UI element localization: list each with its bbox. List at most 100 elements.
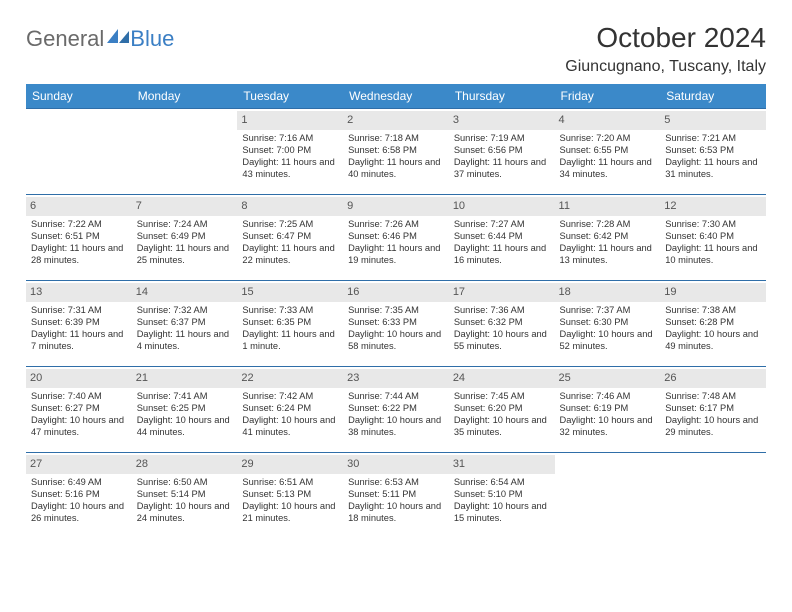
day-number: 31 bbox=[449, 455, 555, 474]
daylight-text: Daylight: 11 hours and 25 minutes. bbox=[137, 242, 233, 267]
day-details: Sunrise: 7:45 AMSunset: 6:20 PMDaylight:… bbox=[453, 390, 551, 439]
sunset-text: Sunset: 5:14 PM bbox=[137, 488, 233, 500]
daylight-text: Daylight: 10 hours and 24 minutes. bbox=[137, 500, 233, 525]
day-cell: 7Sunrise: 7:24 AMSunset: 6:49 PMDaylight… bbox=[132, 195, 238, 281]
sunset-text: Sunset: 6:56 PM bbox=[454, 144, 550, 156]
week-row: 6Sunrise: 7:22 AMSunset: 6:51 PMDaylight… bbox=[26, 195, 766, 281]
weekday-header: Thursday bbox=[449, 84, 555, 109]
day-number: 8 bbox=[237, 197, 343, 216]
daylight-text: Daylight: 11 hours and 1 minute. bbox=[242, 328, 338, 353]
day-cell: 30 Sunrise: 6:53 AMSunset: 5:11 PMDayligh… bbox=[343, 453, 449, 539]
day-number: 11 bbox=[555, 197, 661, 216]
day-cell: 5Sunrise: 7:21 AMSunset: 6:53 PMDaylight… bbox=[660, 109, 766, 195]
week-row: 20Sunrise: 7:40 AMSunset: 6:27 PMDayligh… bbox=[26, 367, 766, 453]
daylight-text: Daylight: 10 hours and 15 minutes. bbox=[454, 500, 550, 525]
day-details: Sunrise: 6:51 AMSunset: 5:13 PMDaylight:… bbox=[241, 476, 339, 525]
weekday-header: Saturday bbox=[660, 84, 766, 109]
sunset-text: Sunset: 6:37 PM bbox=[137, 316, 233, 328]
sunset-text: Sunset: 6:46 PM bbox=[348, 230, 444, 242]
daylight-text: Daylight: 11 hours and 43 minutes. bbox=[242, 156, 338, 181]
sunset-text: Sunset: 5:11 PM bbox=[348, 488, 444, 500]
day-cell: 28Sunrise: 6:50 AMSunset: 5:14 PMDayligh… bbox=[132, 453, 238, 539]
sunset-text: Sunset: 6:20 PM bbox=[454, 402, 550, 414]
weekday-header: Friday bbox=[555, 84, 661, 109]
day-number: 18 bbox=[555, 283, 661, 302]
daylight-text: Daylight: 10 hours and 35 minutes. bbox=[454, 414, 550, 439]
sunrise-text: Sunrise: 7:20 AM bbox=[560, 132, 656, 144]
day-cell: 8 Sunrise: 7:25 AMSunset: 6:47 PMDaylight… bbox=[237, 195, 343, 281]
sunset-text: Sunset: 6:33 PM bbox=[348, 316, 444, 328]
day-number: 24 bbox=[449, 369, 555, 388]
sunset-text: Sunset: 6:19 PM bbox=[560, 402, 656, 414]
day-details: Sunrise: 7:40 AMSunset: 6:27 PMDaylight:… bbox=[30, 390, 128, 439]
day-number: 1 bbox=[237, 111, 343, 130]
calendar-table: Sunday Monday Tuesday Wednesday Thursday… bbox=[26, 84, 766, 539]
day-details: Sunrise: 7:33 AMSunset: 6:35 PMDaylight:… bbox=[241, 304, 339, 353]
day-details: Sunrise: 6:53 AMSunset: 5:11 PMDaylight:… bbox=[347, 476, 445, 525]
day-details: Sunrise: 7:25 AMSunset: 6:47 PMDaylight:… bbox=[241, 218, 339, 267]
day-cell: 27Sunrise: 6:49 AMSunset: 5:16 PMDayligh… bbox=[26, 453, 132, 539]
sunset-text: Sunset: 6:22 PM bbox=[348, 402, 444, 414]
sunset-text: Sunset: 6:42 PM bbox=[560, 230, 656, 242]
sunset-text: Sunset: 6:53 PM bbox=[665, 144, 761, 156]
day-number: 7 bbox=[132, 197, 238, 216]
sunrise-text: Sunrise: 7:46 AM bbox=[560, 390, 656, 402]
daylight-text: Daylight: 10 hours and 58 minutes. bbox=[348, 328, 444, 353]
day-details: Sunrise: 7:37 AMSunset: 6:30 PMDaylight:… bbox=[559, 304, 657, 353]
day-cell: 6Sunrise: 7:22 AMSunset: 6:51 PMDaylight… bbox=[26, 195, 132, 281]
sunrise-text: Sunrise: 7:19 AM bbox=[454, 132, 550, 144]
day-number: 22 bbox=[237, 369, 343, 388]
daylight-text: Daylight: 11 hours and 22 minutes. bbox=[242, 242, 338, 267]
sunset-text: Sunset: 7:00 PM bbox=[242, 144, 338, 156]
day-cell: 22Sunrise: 7:42 AMSunset: 6:24 PMDayligh… bbox=[237, 367, 343, 453]
sunset-text: Sunset: 6:24 PM bbox=[242, 402, 338, 414]
day-details: Sunrise: 7:30 AMSunset: 6:40 PMDaylight:… bbox=[664, 218, 762, 267]
sunrise-text: Sunrise: 7:26 AM bbox=[348, 218, 444, 230]
daylight-text: Daylight: 10 hours and 38 minutes. bbox=[348, 414, 444, 439]
day-cell: 19Sunrise: 7:38 AMSunset: 6:28 PMDayligh… bbox=[660, 281, 766, 367]
daylight-text: Daylight: 10 hours and 52 minutes. bbox=[560, 328, 656, 353]
day-cell: 17Sunrise: 7:36 AMSunset: 6:32 PMDayligh… bbox=[449, 281, 555, 367]
day-cell: 24 Sunrise: 7:45 AMSunset: 6:20 PMDayligh… bbox=[449, 367, 555, 453]
sunrise-text: Sunrise: 7:28 AM bbox=[560, 218, 656, 230]
sunrise-text: Sunrise: 7:37 AM bbox=[560, 304, 656, 316]
month-title: October 2024 bbox=[565, 22, 766, 54]
week-row: 27Sunrise: 6:49 AMSunset: 5:16 PMDayligh… bbox=[26, 453, 766, 539]
day-number: 6 bbox=[26, 197, 132, 216]
day-cell: 31Sunrise: 6:54 AMSunset: 5:10 PMDayligh… bbox=[449, 453, 555, 539]
day-details: Sunrise: 7:48 AMSunset: 6:17 PMDaylight:… bbox=[664, 390, 762, 439]
day-number: 17 bbox=[449, 283, 555, 302]
day-cell: 9Sunrise: 7:26 AMSunset: 6:46 PMDaylight… bbox=[343, 195, 449, 281]
day-details: Sunrise: 6:50 AMSunset: 5:14 PMDaylight:… bbox=[136, 476, 234, 525]
day-number: 15 bbox=[237, 283, 343, 302]
daylight-text: Daylight: 11 hours and 40 minutes. bbox=[348, 156, 444, 181]
daylight-text: Daylight: 11 hours and 34 minutes. bbox=[560, 156, 656, 181]
day-number: 2 bbox=[343, 111, 449, 130]
sunrise-text: Sunrise: 6:51 AM bbox=[242, 476, 338, 488]
daylight-text: Daylight: 11 hours and 16 minutes. bbox=[454, 242, 550, 267]
daylight-text: Daylight: 11 hours and 4 minutes. bbox=[137, 328, 233, 353]
day-details: Sunrise: 7:16 AMSunset: 7:00 PMDaylight:… bbox=[241, 132, 339, 181]
day-number: 30 bbox=[343, 455, 449, 474]
day-details: Sunrise: 7:28 AMSunset: 6:42 PMDaylight:… bbox=[559, 218, 657, 267]
title-block: October 2024 Giuncugnano, Tuscany, Italy bbox=[565, 22, 766, 76]
day-details: Sunrise: 6:49 AMSunset: 5:16 PMDaylight:… bbox=[30, 476, 128, 525]
daylight-text: Daylight: 10 hours and 44 minutes. bbox=[137, 414, 233, 439]
day-cell bbox=[26, 109, 132, 195]
daylight-text: Daylight: 10 hours and 55 minutes. bbox=[454, 328, 550, 353]
sunset-text: Sunset: 5:13 PM bbox=[242, 488, 338, 500]
day-cell: 12Sunrise: 7:30 AMSunset: 6:40 PMDayligh… bbox=[660, 195, 766, 281]
day-cell: 11 Sunrise: 7:28 AMSunset: 6:42 PMDayligh… bbox=[555, 195, 661, 281]
day-number: 16 bbox=[343, 283, 449, 302]
daylight-text: Daylight: 10 hours and 47 minutes. bbox=[31, 414, 127, 439]
daylight-text: Daylight: 11 hours and 10 minutes. bbox=[665, 242, 761, 267]
daylight-text: Daylight: 10 hours and 18 minutes. bbox=[348, 500, 444, 525]
day-cell: 4Sunrise: 7:20 AMSunset: 6:55 PMDaylight… bbox=[555, 109, 661, 195]
brand-logo: General Blue bbox=[26, 26, 174, 52]
daylight-text: Daylight: 11 hours and 19 minutes. bbox=[348, 242, 444, 267]
day-cell: 29Sunrise: 6:51 AMSunset: 5:13 PMDayligh… bbox=[237, 453, 343, 539]
sunrise-text: Sunrise: 7:32 AM bbox=[137, 304, 233, 316]
sunset-text: Sunset: 6:39 PM bbox=[31, 316, 127, 328]
day-cell: 15 Sunrise: 7:33 AMSunset: 6:35 PMDayligh… bbox=[237, 281, 343, 367]
sunrise-text: Sunrise: 7:21 AM bbox=[665, 132, 761, 144]
